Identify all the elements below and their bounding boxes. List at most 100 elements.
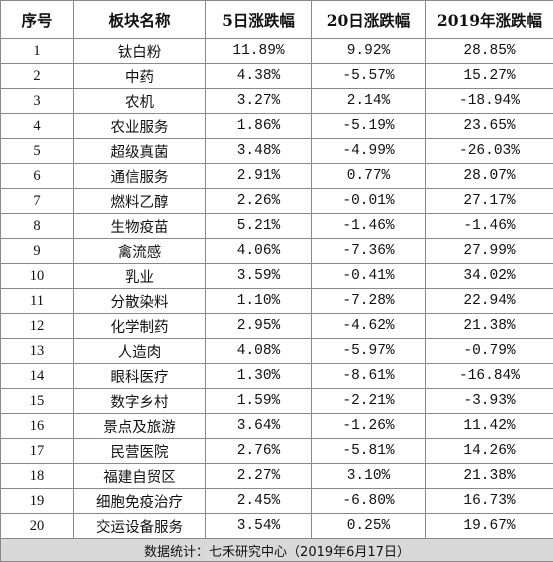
- row-index-cell: 7: [0, 188, 74, 214]
- row-index-cell: 3: [0, 88, 74, 114]
- change-20day-cell: -4.62%: [311, 313, 426, 339]
- change-2019-cell: 34.02%: [425, 263, 553, 289]
- row-index-cell: 10: [0, 263, 74, 289]
- change-20day-cell: -2.21%: [311, 388, 426, 414]
- change-20day-cell: 0.25%: [311, 513, 426, 539]
- table-header: 序号 板块名称 5日涨跌幅 20日涨跌幅 2019年涨跌幅: [0, 0, 553, 39]
- row-index-cell: 2: [0, 63, 74, 89]
- change-20day-cell: 2.14%: [311, 88, 426, 114]
- change-2019-cell: -3.93%: [425, 388, 553, 414]
- change-2019-cell: 19.67%: [425, 513, 553, 539]
- table-row: 4 农业服务 1.86% -5.19% 23.65%: [0, 113, 553, 139]
- change-2019-cell: -18.94%: [425, 88, 553, 114]
- header-sector-name: 板块名称: [73, 0, 206, 39]
- row-index-cell: 13: [0, 338, 74, 364]
- sector-name-cell: 中药: [73, 63, 206, 89]
- change-20day-cell: -4.99%: [311, 138, 426, 164]
- change-20day-cell: -6.80%: [311, 488, 426, 514]
- table-row: 20 交运设备服务 3.54% 0.25% 19.67%: [0, 513, 553, 539]
- change-20day-cell: 9.92%: [311, 38, 426, 64]
- change-2019-cell: 14.26%: [425, 438, 553, 464]
- row-index-cell: 9: [0, 238, 74, 264]
- sector-name-cell: 乳业: [73, 263, 206, 289]
- table-row: 10 乳业 3.59% -0.41% 34.02%: [0, 263, 553, 289]
- table-row: 19 细胞免疫治疗 2.45% -6.80% 16.73%: [0, 488, 553, 514]
- change-5day-cell: 3.59%: [205, 263, 312, 289]
- row-index-cell: 16: [0, 413, 74, 439]
- row-index-cell: 5: [0, 138, 74, 164]
- change-5day-cell: 2.95%: [205, 313, 312, 339]
- table-row: 3 农机 3.27% 2.14% -18.94%: [0, 88, 553, 114]
- change-5day-cell: 2.91%: [205, 163, 312, 189]
- change-2019-cell: -26.03%: [425, 138, 553, 164]
- table-row: 1 钛白粉 11.89% 9.92% 28.85%: [0, 38, 553, 64]
- footer-row: 数据统计：七禾研究中心（2019年6月17日）: [0, 538, 553, 562]
- row-index-cell: 20: [0, 513, 74, 539]
- sector-name-cell: 福建自贸区: [73, 463, 206, 489]
- change-5day-cell: 1.59%: [205, 388, 312, 414]
- table-row: 2 中药 4.38% -5.57% 15.27%: [0, 63, 553, 89]
- sector-name-cell: 交运设备服务: [73, 513, 206, 539]
- change-20day-cell: 0.77%: [311, 163, 426, 189]
- change-20day-cell: -7.28%: [311, 288, 426, 314]
- change-5day-cell: 1.10%: [205, 288, 312, 314]
- row-index-cell: 4: [0, 113, 74, 139]
- change-20day-cell: -0.41%: [311, 263, 426, 289]
- sector-name-cell: 燃料乙醇: [73, 188, 206, 214]
- sector-name-cell: 人造肉: [73, 338, 206, 364]
- header-20day-change: 20日涨跌幅: [311, 0, 426, 39]
- header-2019-change: 2019年涨跌幅: [425, 0, 553, 39]
- change-2019-cell: 27.17%: [425, 188, 553, 214]
- change-5day-cell: 4.06%: [205, 238, 312, 264]
- table-row: 11 分散染料 1.10% -7.28% 22.94%: [0, 288, 553, 314]
- change-5day-cell: 11.89%: [205, 38, 312, 64]
- sector-name-cell: 禽流感: [73, 238, 206, 264]
- change-2019-cell: 16.73%: [425, 488, 553, 514]
- table-row: 18 福建自贸区 2.27% 3.10% 21.38%: [0, 463, 553, 489]
- change-5day-cell: 4.38%: [205, 63, 312, 89]
- table-row: 5 超级真菌 3.48% -4.99% -26.03%: [0, 138, 553, 164]
- change-2019-cell: -0.79%: [425, 338, 553, 364]
- sector-name-cell: 通信服务: [73, 163, 206, 189]
- table-row: 14 眼科医疗 1.30% -8.61% -16.84%: [0, 363, 553, 389]
- table-row: 7 燃料乙醇 2.26% -0.01% 27.17%: [0, 188, 553, 214]
- change-2019-cell: -16.84%: [425, 363, 553, 389]
- sector-name-cell: 数字乡村: [73, 388, 206, 414]
- change-5day-cell: 3.27%: [205, 88, 312, 114]
- change-2019-cell: 23.65%: [425, 113, 553, 139]
- sector-name-cell: 农机: [73, 88, 206, 114]
- change-20day-cell: -7.36%: [311, 238, 426, 264]
- change-2019-cell: 22.94%: [425, 288, 553, 314]
- row-index-cell: 18: [0, 463, 74, 489]
- change-2019-cell: 28.07%: [425, 163, 553, 189]
- change-5day-cell: 2.45%: [205, 488, 312, 514]
- table-footer: 数据统计：七禾研究中心（2019年6月17日）: [0, 538, 553, 562]
- row-index-cell: 6: [0, 163, 74, 189]
- change-2019-cell: 21.38%: [425, 463, 553, 489]
- row-index-cell: 14: [0, 363, 74, 389]
- change-2019-cell: 28.85%: [425, 38, 553, 64]
- sector-name-cell: 民营医院: [73, 438, 206, 464]
- row-index-cell: 11: [0, 288, 74, 314]
- change-5day-cell: 5.21%: [205, 213, 312, 239]
- change-20day-cell: -8.61%: [311, 363, 426, 389]
- row-index-cell: 1: [0, 38, 74, 64]
- table-row: 15 数字乡村 1.59% -2.21% -3.93%: [0, 388, 553, 414]
- table-row: 16 景点及旅游 3.64% -1.26% 11.42%: [0, 413, 553, 439]
- change-5day-cell: 3.54%: [205, 513, 312, 539]
- row-index-cell: 19: [0, 488, 74, 514]
- change-5day-cell: 2.26%: [205, 188, 312, 214]
- sector-name-cell: 超级真菌: [73, 138, 206, 164]
- table-body: 1 钛白粉 11.89% 9.92% 28.85% 2 中药 4.38% -5.57% 15.27…: [0, 38, 553, 539]
- table-row: 9 禽流感 4.06% -7.36% 27.99%: [0, 238, 553, 264]
- row-index-cell: 15: [0, 388, 74, 414]
- change-5day-cell: 4.08%: [205, 338, 312, 364]
- source-note: 数据统计：七禾研究中心（2019年6月17日）: [0, 538, 553, 562]
- sector-name-cell: 农业服务: [73, 113, 206, 139]
- table-row: 6 通信服务 2.91% 0.77% 28.07%: [0, 163, 553, 189]
- header-row: 序号 板块名称 5日涨跌幅 20日涨跌幅 2019年涨跌幅: [0, 0, 553, 39]
- change-20day-cell: -5.97%: [311, 338, 426, 364]
- row-index-cell: 12: [0, 313, 74, 339]
- change-20day-cell: -5.57%: [311, 63, 426, 89]
- sector-name-cell: 化学制药: [73, 313, 206, 339]
